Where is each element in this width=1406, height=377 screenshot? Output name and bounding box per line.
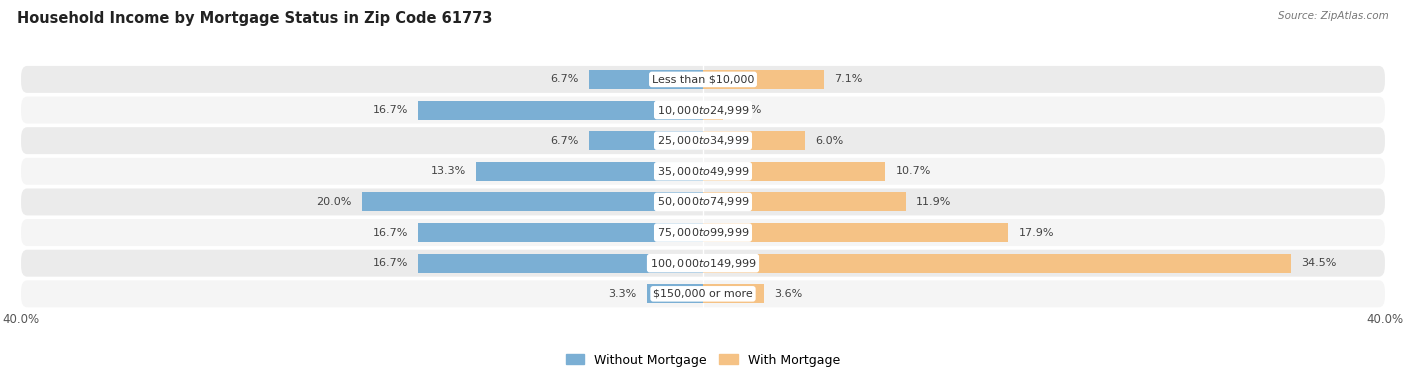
Text: Source: ZipAtlas.com: Source: ZipAtlas.com [1278, 11, 1389, 21]
Text: 6.7%: 6.7% [550, 136, 578, 146]
Text: 3.6%: 3.6% [775, 289, 803, 299]
Text: 13.3%: 13.3% [430, 166, 465, 176]
Text: $10,000 to $24,999: $10,000 to $24,999 [657, 104, 749, 116]
Text: 1.2%: 1.2% [734, 105, 762, 115]
Text: $35,000 to $49,999: $35,000 to $49,999 [657, 165, 749, 178]
Text: 7.1%: 7.1% [834, 74, 863, 84]
Text: 16.7%: 16.7% [373, 228, 408, 238]
FancyBboxPatch shape [21, 280, 1385, 307]
Bar [703, 162, 886, 181]
Text: $75,000 to $99,999: $75,000 to $99,999 [657, 226, 749, 239]
FancyBboxPatch shape [21, 66, 1385, 93]
Text: Less than $10,000: Less than $10,000 [652, 74, 754, 84]
Text: 34.5%: 34.5% [1302, 258, 1337, 268]
Bar [419, 101, 703, 120]
FancyBboxPatch shape [21, 127, 1385, 154]
Text: 11.9%: 11.9% [917, 197, 952, 207]
Bar [703, 101, 724, 120]
Bar [703, 254, 1291, 273]
Text: 6.7%: 6.7% [550, 74, 578, 84]
Bar [703, 70, 824, 89]
Text: $150,000 or more: $150,000 or more [654, 289, 752, 299]
Bar [647, 284, 703, 303]
Text: $25,000 to $34,999: $25,000 to $34,999 [657, 134, 749, 147]
Text: 6.0%: 6.0% [815, 136, 844, 146]
Bar [419, 223, 703, 242]
Text: 16.7%: 16.7% [373, 105, 408, 115]
Text: $100,000 to $149,999: $100,000 to $149,999 [650, 257, 756, 270]
Bar [363, 192, 703, 211]
FancyBboxPatch shape [21, 219, 1385, 246]
Bar [703, 192, 905, 211]
Bar [419, 254, 703, 273]
Legend: Without Mortgage, With Mortgage: Without Mortgage, With Mortgage [561, 348, 845, 371]
Text: Household Income by Mortgage Status in Zip Code 61773: Household Income by Mortgage Status in Z… [17, 11, 492, 26]
Bar [589, 131, 703, 150]
Bar [477, 162, 703, 181]
FancyBboxPatch shape [21, 188, 1385, 215]
Text: 17.9%: 17.9% [1018, 228, 1054, 238]
FancyBboxPatch shape [21, 158, 1385, 185]
Text: 3.3%: 3.3% [609, 289, 637, 299]
Bar [703, 284, 765, 303]
Text: 20.0%: 20.0% [316, 197, 352, 207]
Text: 16.7%: 16.7% [373, 258, 408, 268]
FancyBboxPatch shape [21, 97, 1385, 124]
FancyBboxPatch shape [21, 250, 1385, 277]
Text: $50,000 to $74,999: $50,000 to $74,999 [657, 195, 749, 208]
Bar [703, 131, 806, 150]
Bar [589, 70, 703, 89]
Text: 10.7%: 10.7% [896, 166, 931, 176]
Bar [703, 223, 1008, 242]
